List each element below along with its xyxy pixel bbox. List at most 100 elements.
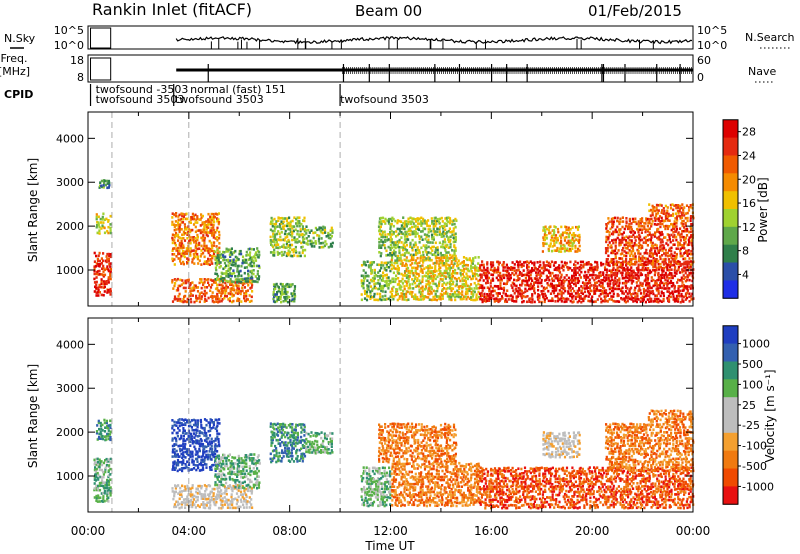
- power-cell: [370, 295, 373, 298]
- power-cell: [471, 274, 475, 278]
- power-cell: [517, 268, 520, 272]
- power-cell: [607, 254, 610, 258]
- power-cell: [463, 283, 466, 286]
- velocity-cell: [174, 453, 178, 457]
- power-cell: [449, 287, 452, 290]
- power-cell: [453, 290, 457, 294]
- power-cell: [192, 214, 195, 218]
- power-cell: [654, 299, 657, 303]
- power-cell: [689, 287, 692, 290]
- power-cell: [441, 293, 444, 297]
- power-cell: [580, 266, 583, 270]
- power-cell: [649, 255, 653, 258]
- power-cell: [672, 295, 675, 298]
- power-cell: [655, 258, 658, 261]
- power-cell: [422, 244, 425, 247]
- power-cell: [628, 274, 631, 278]
- power-cell: [676, 269, 679, 273]
- power-cell: [675, 290, 678, 293]
- power-cell: [655, 223, 658, 226]
- power-cell: [432, 289, 435, 293]
- velocity-cell: [175, 455, 178, 458]
- power-cell: [678, 233, 681, 237]
- power-cell: [396, 264, 399, 268]
- power-cell: [654, 282, 657, 285]
- power-cell: [232, 251, 236, 254]
- power-cell: [610, 246, 613, 249]
- power-cell: [417, 282, 421, 286]
- power-cell: [174, 241, 177, 245]
- power-cell: [447, 275, 450, 278]
- power-cell: [520, 272, 523, 275]
- velocity-cell: [102, 497, 105, 501]
- power-cell: [621, 290, 624, 293]
- velocity-cell: [99, 496, 102, 499]
- power-cell: [604, 251, 608, 255]
- power-cell: [655, 206, 658, 210]
- power-cell: [453, 222, 456, 226]
- power-cell: [666, 233, 669, 236]
- power-cell: [565, 274, 568, 277]
- velocity-cell: [177, 419, 180, 422]
- power-cell: [556, 238, 559, 242]
- power-cell: [447, 216, 450, 219]
- power-cell: [274, 294, 277, 298]
- power-cell: [171, 212, 174, 215]
- power-cell: [504, 266, 507, 269]
- power-cell: [636, 297, 639, 301]
- power-cell: [218, 230, 221, 234]
- velocity-cell: [171, 426, 174, 430]
- power-cell: [545, 227, 548, 231]
- power-cell: [581, 286, 584, 290]
- power-cell: [186, 257, 189, 260]
- power-cell: [173, 213, 176, 216]
- velocity-cell: [172, 466, 175, 469]
- power-cell: [665, 282, 668, 285]
- power-cell: [393, 245, 396, 249]
- power-cell: [644, 230, 647, 234]
- velocity-cell: [192, 423, 196, 427]
- power-cell: [248, 254, 251, 257]
- power-cell: [429, 266, 432, 270]
- power-cell: [637, 289, 640, 293]
- power-cell: [646, 268, 649, 272]
- power-cell: [413, 245, 416, 249]
- power-cell: [649, 238, 653, 242]
- power-cell: [526, 281, 529, 284]
- power-cell: [412, 274, 415, 277]
- power-cell: [659, 294, 662, 298]
- velocity-cell: [173, 423, 176, 427]
- power-cell: [612, 271, 615, 275]
- power-cell: [560, 286, 563, 290]
- power-cell: [632, 233, 635, 237]
- power-cell: [427, 231, 430, 234]
- power-cell: [594, 292, 597, 295]
- power-cell: [571, 274, 574, 278]
- power-cell: [537, 293, 540, 296]
- power-cell: [571, 297, 574, 300]
- power-cell: [391, 280, 394, 284]
- power-cell: [455, 279, 458, 283]
- power-cell: [560, 233, 563, 236]
- power-cell: [646, 279, 649, 282]
- power-cell: [684, 251, 687, 254]
- power-cell: [666, 239, 669, 242]
- power-cell: [380, 298, 383, 302]
- power-cell: [402, 246, 405, 249]
- power-cell: [398, 249, 401, 252]
- power-cell: [605, 240, 608, 244]
- power-cell: [247, 263, 250, 267]
- power-cell: [182, 260, 185, 264]
- power-cell: [200, 263, 203, 266]
- power-cell: [285, 219, 288, 223]
- power-cell: [223, 277, 226, 280]
- velocity-cell: [198, 439, 201, 443]
- power-cell: [189, 297, 192, 301]
- power-cell: [635, 243, 638, 247]
- power-cell: [618, 265, 621, 269]
- power-cell: [461, 285, 464, 289]
- power-cell: [630, 298, 633, 301]
- power-cell: [398, 284, 401, 287]
- power-cell: [408, 275, 411, 278]
- power-cell: [645, 292, 648, 296]
